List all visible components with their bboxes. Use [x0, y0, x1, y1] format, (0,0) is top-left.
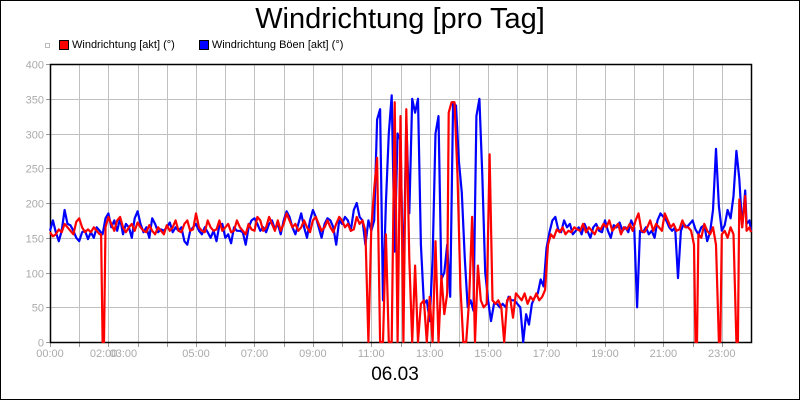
x-tick-label: 09:00 [299, 348, 327, 360]
legend-item-windrichtung-boeen: Windrichtung Böen [akt] (°) [198, 39, 344, 51]
legend-label: Windrichtung Böen [akt] (°) [211, 39, 344, 51]
y-tick-label: 250 [26, 164, 44, 176]
x-tick-label: 02:00 [90, 348, 118, 360]
x-axis-date-label: 06.03 [371, 364, 419, 385]
x-tick-label: 07:00 [241, 348, 269, 360]
red-swatch-icon [59, 40, 69, 50]
y-tick-label: 150 [26, 234, 44, 246]
legend-marker-icon [45, 42, 50, 48]
x-tick-label: 15:00 [474, 348, 502, 360]
x-tick-label: 21:00 [650, 348, 678, 360]
y-tick-label: 100 [26, 269, 44, 281]
y-tick-label: 350 [26, 95, 44, 107]
x-tick-label: 13:00 [416, 348, 444, 360]
legend: Windrichtung [akt] (°) Windrichtung Böen… [45, 38, 367, 52]
x-tick-label: 17:00 [533, 348, 561, 360]
x-tick-label: 23:00 [708, 348, 736, 360]
legend-item-windrichtung: Windrichtung [akt] (°) [59, 39, 175, 51]
blue-swatch-icon [198, 40, 209, 50]
data-series [48, 94, 753, 344]
plot-border [49, 63, 753, 344]
x-tick-label: 05:00 [182, 348, 210, 360]
y-tick-label: 0 [38, 338, 44, 350]
chart-title: Windrichtung [pro Tag] [255, 3, 545, 35]
y-tick-label: 300 [26, 130, 44, 142]
grid-lines [50, 64, 751, 342]
x-tick-label: 19:00 [591, 348, 619, 360]
y-tick-label: 400 [26, 60, 44, 72]
x-tick-label: 03:00 [110, 348, 138, 360]
y-tick-label: 50 [32, 303, 44, 315]
legend-label: Windrichtung [akt] (°) [72, 39, 175, 51]
x-tick-label: 00:00 [36, 348, 64, 360]
y-tick-label: 200 [26, 199, 44, 211]
series-line [49, 101, 753, 344]
x-tick-label: 11:00 [358, 348, 385, 360]
